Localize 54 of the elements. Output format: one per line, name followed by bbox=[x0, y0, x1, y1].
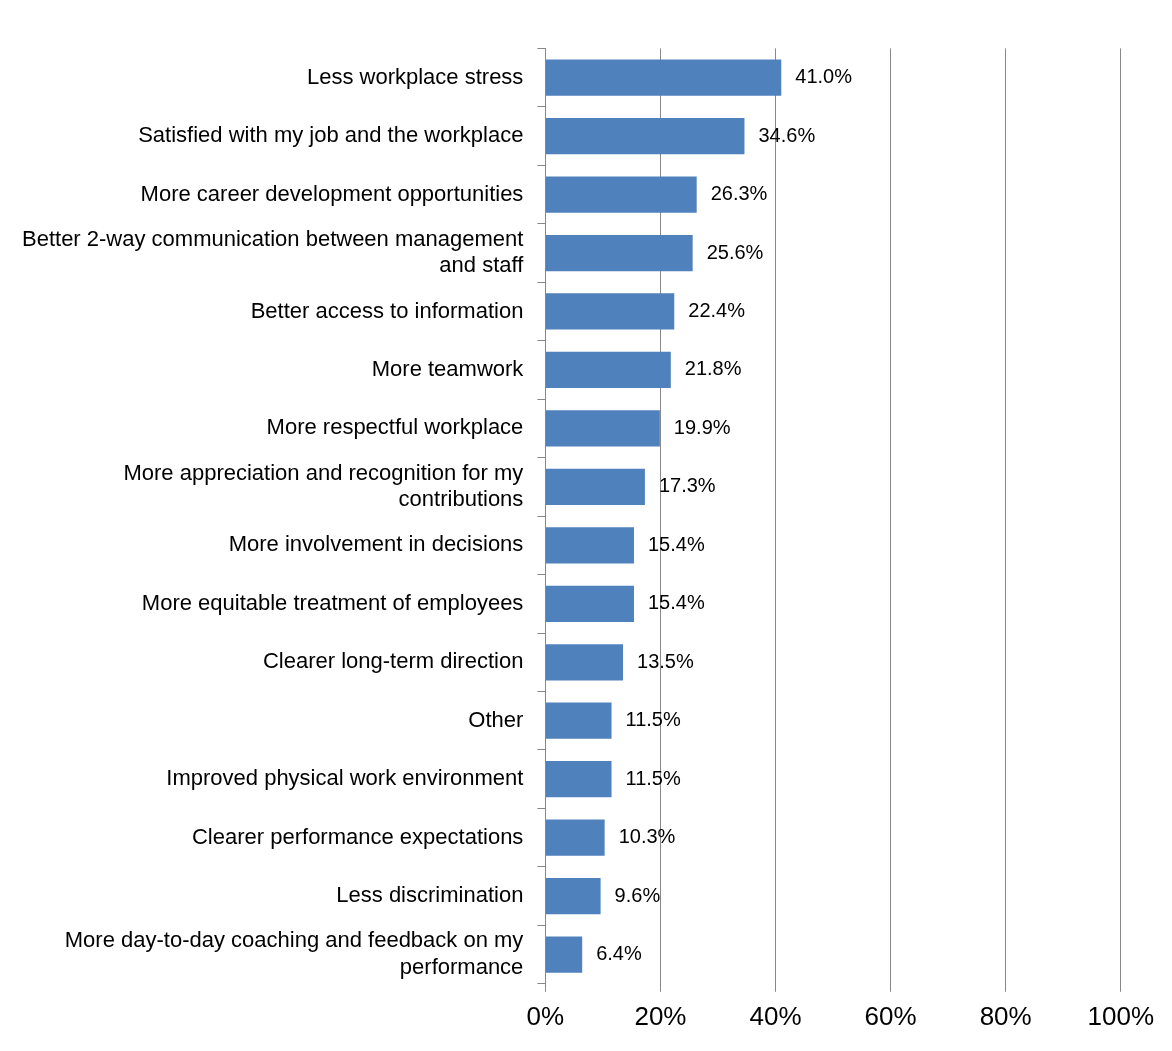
y-tick-label: Less discrimination bbox=[336, 882, 524, 908]
bar bbox=[545, 351, 671, 389]
bar bbox=[545, 527, 634, 564]
bar bbox=[545, 702, 612, 739]
x-tick-label: 20% bbox=[634, 1000, 687, 1031]
y-tick-label: Clearer long-term direction bbox=[262, 648, 524, 674]
bar bbox=[545, 585, 634, 622]
data-label: 17.3% bbox=[658, 474, 716, 497]
data-label: 15.4% bbox=[647, 532, 705, 555]
data-label: 25.6% bbox=[706, 240, 764, 263]
y-tick-label: More equitable treatment of employees bbox=[141, 589, 524, 615]
data-label: 9.6% bbox=[614, 883, 661, 906]
bar bbox=[545, 410, 660, 447]
y-tick-label: More career development opportunities bbox=[140, 180, 524, 206]
y-tick-label: Better 2-way communication between management and staff bbox=[22, 225, 525, 278]
bar bbox=[545, 176, 697, 213]
y-tick-label: More teamwork bbox=[371, 356, 525, 382]
bar bbox=[545, 877, 601, 915]
y-tick-label: Less workplace stress bbox=[306, 63, 524, 89]
y-tick-label: More day-to-day coaching and feedback on my performance bbox=[64, 927, 524, 979]
data-label: 22.4% bbox=[688, 299, 746, 321]
bar bbox=[545, 761, 612, 798]
data-label: 26.3% bbox=[710, 182, 768, 205]
data-label: 13.5% bbox=[637, 649, 694, 672]
x-tick-label: 60% bbox=[864, 1000, 917, 1031]
data-label: 15.4% bbox=[647, 591, 705, 614]
bar bbox=[545, 468, 645, 505]
x-tick-label: 100% bbox=[1087, 1000, 1154, 1031]
y-tick-label: Better access to information bbox=[250, 297, 524, 323]
bar bbox=[545, 936, 583, 973]
data-label: 11.5% bbox=[625, 766, 681, 789]
data-label: 6.4% bbox=[596, 942, 642, 965]
data-label: 19.9% bbox=[673, 415, 731, 438]
x-tick-label: 80% bbox=[979, 1000, 1032, 1031]
bar bbox=[545, 293, 675, 330]
y-tick-label: More involvement in decisions bbox=[228, 531, 524, 557]
y-tick-label: Improved physical work environment bbox=[166, 765, 524, 791]
data-label: 41.0% bbox=[795, 65, 853, 88]
data-label: 11.5% bbox=[625, 708, 681, 731]
bar bbox=[545, 59, 782, 96]
bar bbox=[545, 819, 605, 856]
data-label: 21.8% bbox=[684, 357, 742, 380]
y-tick-label: More respectful workplace bbox=[266, 414, 524, 440]
data-label: 10.3% bbox=[618, 825, 676, 848]
bar bbox=[545, 117, 745, 155]
bar bbox=[545, 644, 624, 681]
y-tick-label: Satisfied with my job and the workplace bbox=[138, 122, 524, 148]
y-tick-label: Other bbox=[468, 706, 524, 732]
bar bbox=[545, 234, 693, 272]
data-label: 34.6% bbox=[758, 123, 816, 146]
y-tick-label: Clearer performance expectations bbox=[191, 823, 524, 849]
x-tick-label: 0% bbox=[526, 1000, 565, 1031]
x-tick-label: 40% bbox=[749, 1000, 802, 1031]
y-tick-label: More appreciation and recognition for my contributions bbox=[123, 459, 524, 512]
